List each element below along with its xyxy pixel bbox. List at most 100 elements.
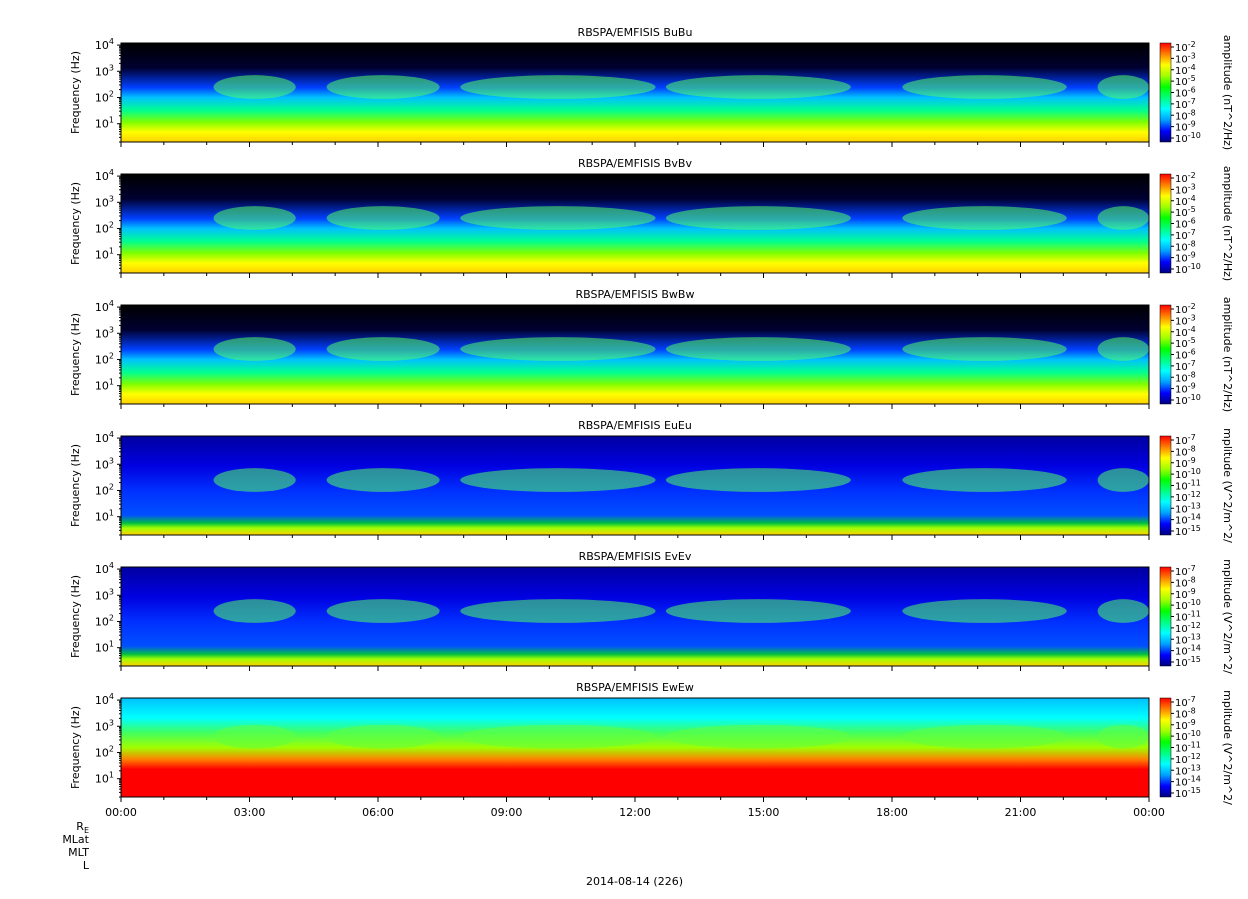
colorbar-tick-label: 10-2	[1175, 302, 1196, 316]
y-tick-label: 104	[95, 168, 114, 183]
emission-band	[213, 724, 296, 749]
emission-band	[1097, 75, 1150, 99]
colorbar	[1159, 435, 1172, 536]
colorbar-tick-label: 10-14	[1175, 644, 1201, 658]
ephemeris-label-mlt: MLT	[68, 846, 89, 859]
emission-band	[665, 468, 851, 492]
x-tick-label: 00:00	[1133, 806, 1165, 819]
y-tick-label: 101	[95, 378, 114, 393]
colorbar-tick-label: 10-12	[1175, 490, 1201, 504]
emission-band	[1097, 337, 1150, 361]
colorbar-tick-label: 10-13	[1175, 763, 1201, 777]
colorbar-tick-label: 10-15	[1175, 524, 1201, 538]
emission-band	[326, 206, 440, 230]
panel-title: RBSPA/EMFISIS BuBu	[578, 26, 693, 39]
y-tick-label: 103	[95, 194, 114, 209]
y-tick-label: 102	[95, 89, 114, 104]
emission-band	[1097, 599, 1150, 623]
emission-band	[902, 206, 1067, 230]
ephemeris-label-l: L	[82, 859, 89, 872]
emission-band	[902, 75, 1067, 99]
emission-band	[460, 724, 656, 749]
colorbar-tick-label: 10-5	[1175, 205, 1196, 219]
y-tick-label: 101	[95, 771, 114, 786]
emission-band	[460, 468, 656, 492]
emission-band	[665, 206, 851, 230]
y-tick-label: 104	[95, 37, 114, 52]
y-axis-label: Frequency (Hz)	[69, 575, 82, 658]
colorbar-label: mplitude (V^2/m^2/	[1221, 690, 1234, 805]
y-axis-label: Frequency (Hz)	[69, 444, 82, 527]
y-axis-label: Frequency (Hz)	[69, 313, 82, 396]
colorbar	[1159, 304, 1172, 405]
emission-band	[902, 468, 1067, 492]
colorbar-tick-label: 10-7	[1175, 564, 1196, 578]
colorbar-tick-label: 10-10	[1175, 131, 1201, 145]
y-tick-label: 102	[95, 482, 114, 497]
panel-title: RBSPA/EMFISIS EuEu	[578, 419, 692, 432]
colorbar-tick-label: 10-14	[1175, 775, 1201, 789]
colorbar-label: amplitude (nT^2/Hz)	[1221, 297, 1234, 412]
colorbar-tick-label: 10-13	[1175, 632, 1201, 646]
colorbar-tick-label: 10-9	[1175, 718, 1196, 732]
colorbar-tick-label: 10-10	[1175, 262, 1201, 276]
x-tick-label: 18:00	[876, 806, 908, 819]
colorbar-tick-label: 10-4	[1175, 194, 1196, 208]
colorbar-tick-label: 10-10	[1175, 467, 1201, 481]
y-tick-label: 101	[95, 116, 114, 131]
y-tick-label: 103	[95, 718, 114, 733]
emission-band	[902, 337, 1067, 361]
emission-band	[213, 468, 296, 492]
colorbar-tick-label: 10-14	[1175, 513, 1201, 527]
y-axis-label: Frequency (Hz)	[69, 51, 82, 134]
colorbar-tick-label: 10-5	[1175, 336, 1196, 350]
colorbar-label: mplitude (V^2/m^2/	[1221, 559, 1234, 674]
y-tick-label: 103	[95, 587, 114, 602]
colorbar-label: amplitude (nT^2/Hz)	[1221, 166, 1234, 281]
colorbar-tick-label: 10-4	[1175, 325, 1196, 339]
x-tick-label: 00:00	[105, 806, 137, 819]
y-tick-label: 102	[95, 220, 114, 235]
emission-band	[213, 599, 296, 623]
colorbar-label: amplitude (nT^2/Hz)	[1221, 35, 1234, 150]
panel-title: RBSPA/EMFISIS BvBv	[578, 157, 692, 170]
emission-band	[460, 337, 656, 361]
x-tick-label: 15:00	[748, 806, 780, 819]
colorbar-tick-label: 10-13	[1175, 501, 1201, 515]
y-axis-label: Frequency (Hz)	[69, 182, 82, 265]
colorbar-tick-label: 10-10	[1175, 598, 1201, 612]
x-tick-label: 12:00	[619, 806, 651, 819]
y-tick-label: 104	[95, 299, 114, 314]
panel-title: RBSPA/EMFISIS EvEv	[579, 550, 692, 563]
emission-band	[902, 724, 1067, 749]
emission-band	[326, 724, 440, 749]
colorbar-tick-label: 10-8	[1175, 108, 1196, 122]
colorbar-label: mplitude (V^2/m^2/	[1221, 428, 1234, 543]
emission-band	[326, 599, 440, 623]
emission-band	[460, 206, 656, 230]
colorbar-tick-label: 10-8	[1175, 370, 1196, 384]
y-tick-label: 104	[95, 561, 114, 576]
colorbar-tick-label: 10-8	[1175, 239, 1196, 253]
colorbar-tick-label: 10-3	[1175, 313, 1196, 327]
colorbar-tick-label: 10-9	[1175, 456, 1196, 470]
colorbar-tick-label: 10-11	[1175, 741, 1201, 755]
emission-band	[665, 75, 851, 99]
colorbar-tick-label: 10-15	[1175, 786, 1201, 800]
colorbar-tick-label: 10-15	[1175, 655, 1201, 669]
emission-band	[665, 599, 851, 623]
colorbar-tick-label: 10-8	[1175, 444, 1196, 458]
emission-band	[326, 75, 440, 99]
x-tick-label: 09:00	[491, 806, 523, 819]
emission-band	[213, 337, 296, 361]
colorbar-tick-label: 10-12	[1175, 621, 1201, 635]
y-tick-label: 102	[95, 744, 114, 759]
emission-band	[1097, 468, 1150, 492]
colorbar-tick-label: 10-9	[1175, 120, 1196, 134]
emission-band	[460, 599, 656, 623]
colorbar-tick-label: 10-8	[1175, 706, 1196, 720]
colorbar-tick-label: 10-9	[1175, 382, 1196, 396]
emission-band	[326, 337, 440, 361]
y-tick-label: 101	[95, 509, 114, 524]
